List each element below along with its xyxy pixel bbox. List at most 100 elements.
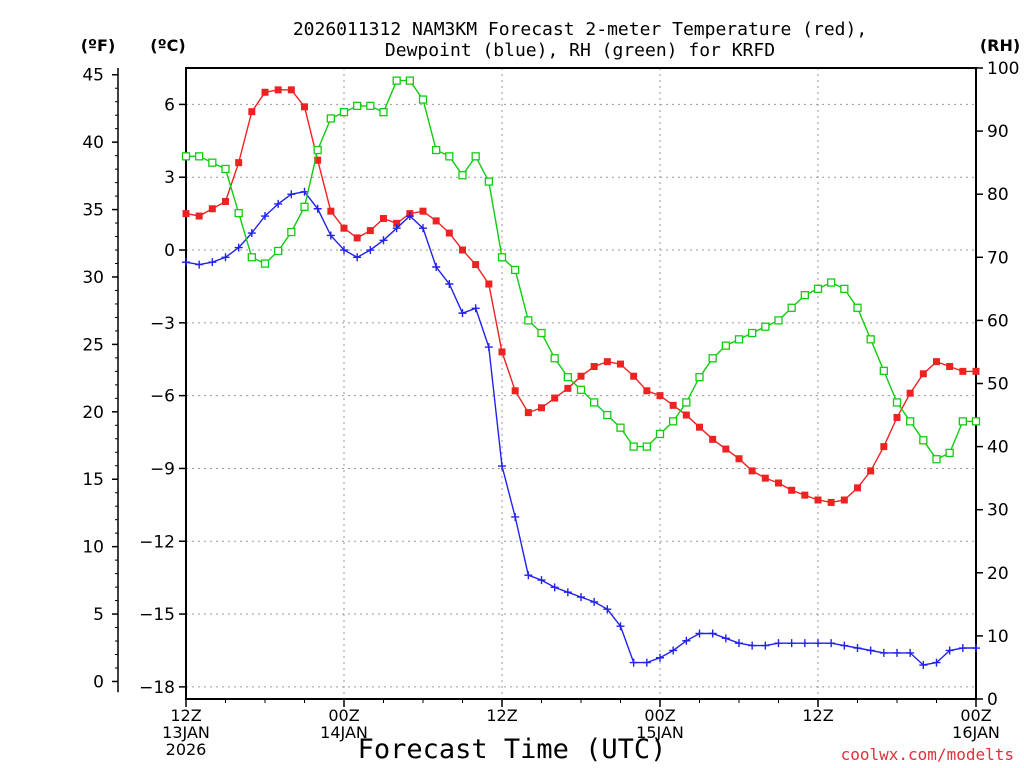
point-0-35 bbox=[643, 387, 651, 395]
point-0-45 bbox=[775, 479, 782, 487]
point-0-51 bbox=[854, 484, 861, 492]
point-0-39 bbox=[696, 423, 703, 431]
point-1-24 bbox=[498, 462, 506, 471]
point-1-40 bbox=[708, 629, 717, 638]
x-tick-label-5-1: 00Z bbox=[960, 706, 991, 725]
point-0-15 bbox=[380, 214, 387, 222]
fahrenheit-tick-label-6: 15 bbox=[82, 470, 104, 490]
point-1-54 bbox=[893, 648, 901, 657]
point-1-23 bbox=[484, 343, 493, 352]
point-1-50 bbox=[840, 641, 849, 650]
point-2-50 bbox=[840, 284, 849, 294]
point-2-43 bbox=[748, 328, 757, 338]
point-2-30 bbox=[576, 385, 586, 394]
point-0-19 bbox=[432, 217, 440, 225]
series-temperature bbox=[182, 86, 980, 506]
point-2-9 bbox=[300, 202, 309, 211]
point-0-3 bbox=[222, 197, 229, 205]
point-0-54 bbox=[893, 413, 901, 421]
point-0-14 bbox=[366, 227, 374, 235]
point-1-15 bbox=[379, 236, 388, 245]
point-2-46 bbox=[787, 303, 796, 312]
point-0-29 bbox=[564, 384, 572, 392]
point-2-19 bbox=[432, 145, 441, 155]
point-2-54 bbox=[892, 398, 902, 407]
celsius-tick-label-5: −9 bbox=[150, 459, 175, 479]
point-2-42 bbox=[734, 335, 744, 344]
point-1-20 bbox=[445, 279, 454, 288]
point-0-11 bbox=[327, 207, 335, 215]
point-2-39 bbox=[695, 373, 704, 382]
point-0-25 bbox=[511, 387, 519, 395]
point-2-28 bbox=[550, 354, 559, 363]
point-2-44 bbox=[761, 322, 770, 331]
point-2-20 bbox=[445, 152, 454, 161]
celsius-unit-label: (ºC) bbox=[150, 36, 185, 55]
axes: 454035302520151050630−3−6−9−12−15−181009… bbox=[82, 59, 1019, 759]
point-1-55 bbox=[906, 648, 915, 657]
point-0-41 bbox=[722, 445, 730, 453]
point-1-44 bbox=[761, 641, 770, 650]
point-2-3 bbox=[221, 164, 230, 174]
point-0-46 bbox=[788, 486, 796, 494]
credit-text: coolwx.com/modelts bbox=[841, 745, 1014, 764]
point-1-49 bbox=[827, 639, 836, 648]
point-0-1 bbox=[195, 212, 203, 220]
point-0-9 bbox=[301, 103, 308, 111]
point-0-27 bbox=[538, 404, 545, 412]
point-2-5 bbox=[247, 253, 256, 262]
point-1-34 bbox=[629, 658, 638, 667]
point-0-44 bbox=[761, 474, 769, 482]
gridlines bbox=[185, 68, 977, 699]
point-0-8 bbox=[287, 86, 295, 94]
point-0-23 bbox=[485, 280, 493, 288]
point-2-34 bbox=[629, 442, 638, 451]
point-2-8 bbox=[287, 227, 296, 237]
point-1-9 bbox=[300, 187, 309, 196]
point-2-16 bbox=[392, 76, 401, 85]
point-0-26 bbox=[524, 409, 532, 417]
point-2-7 bbox=[274, 246, 283, 256]
point-2-11 bbox=[326, 114, 335, 123]
point-1-21 bbox=[458, 309, 467, 318]
point-2-15 bbox=[379, 108, 388, 117]
point-1-30 bbox=[577, 593, 585, 602]
x-tick-label-2-1: 12Z bbox=[486, 706, 517, 725]
x-tick-label-5-2: 16JAN bbox=[952, 723, 1000, 742]
fahrenheit-tick-label-9: 0 bbox=[93, 672, 104, 692]
point-2-51 bbox=[853, 303, 862, 312]
point-1-60 bbox=[972, 644, 980, 653]
point-1-10 bbox=[313, 204, 322, 213]
point-2-29 bbox=[563, 373, 572, 382]
point-2-23 bbox=[484, 177, 493, 186]
point-1-25 bbox=[511, 512, 520, 521]
x-tick-label-4-1: 12Z bbox=[802, 706, 833, 725]
point-1-38 bbox=[682, 636, 691, 645]
point-1-27 bbox=[537, 576, 546, 585]
fahrenheit-tick-label-7: 10 bbox=[82, 538, 104, 558]
point-1-52 bbox=[866, 646, 875, 655]
point-2-0 bbox=[181, 152, 191, 161]
point-0-55 bbox=[906, 389, 914, 397]
point-1-39 bbox=[695, 629, 704, 638]
point-2-17 bbox=[405, 76, 414, 85]
series-dewpoint bbox=[182, 187, 980, 670]
point-2-41 bbox=[721, 341, 730, 350]
point-2-6 bbox=[260, 259, 270, 268]
point-1-31 bbox=[590, 597, 599, 606]
point-2-45 bbox=[774, 316, 783, 325]
point-1-51 bbox=[853, 644, 862, 653]
point-0-36 bbox=[656, 392, 664, 400]
point-1-19 bbox=[432, 263, 441, 272]
rh-tick-label-6: 40 bbox=[987, 438, 1009, 458]
series-group bbox=[181, 76, 981, 670]
celsius-tick-label-6: −12 bbox=[139, 532, 175, 552]
chart-title-line1: 2026011312 NAM3KM Forecast 2-meter Tempe… bbox=[293, 19, 867, 40]
point-0-16 bbox=[393, 219, 401, 227]
chart-title-line2: Dewpoint (blue), RH (green) for KRFD bbox=[385, 40, 775, 61]
point-0-13 bbox=[353, 234, 361, 242]
point-0-22 bbox=[472, 261, 480, 269]
point-2-32 bbox=[603, 410, 612, 420]
rh-tick-label-3: 70 bbox=[987, 248, 1009, 268]
